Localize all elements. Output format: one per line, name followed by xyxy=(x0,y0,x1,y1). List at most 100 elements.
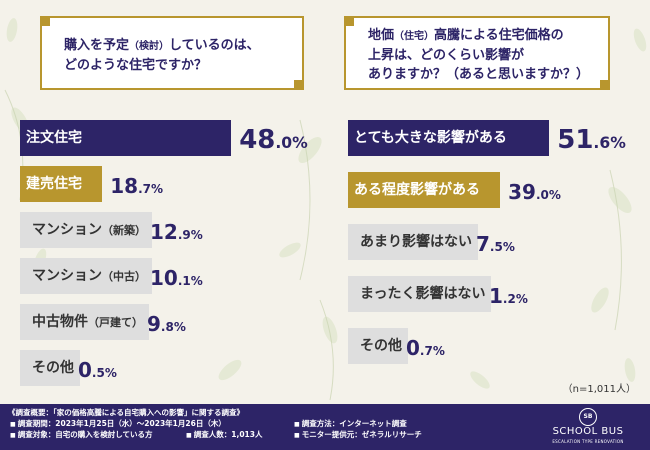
data-label: 39.0% xyxy=(508,172,561,208)
data-label-dec: .9% xyxy=(177,228,203,242)
data-label-dec: .2% xyxy=(502,292,528,306)
bar-row: 注文住宅 48.0% xyxy=(20,120,320,156)
data-label-int: 51 xyxy=(557,125,594,155)
bar-row: 中古物件（戸建て） 9.8% xyxy=(20,304,320,340)
logo-mark: SB xyxy=(579,408,597,426)
question-left-line2: どのような住宅ですか？ xyxy=(64,58,208,73)
data-label-int: 0 xyxy=(78,358,92,382)
corner-ornament xyxy=(600,80,610,90)
bar-label: 中古物件（戸建て） xyxy=(32,304,143,340)
bar xyxy=(348,224,478,260)
bar-label-text: 中古物件 xyxy=(32,314,88,330)
question-right-line2: 上昇は、どのくらい影響が xyxy=(368,48,525,63)
data-label-int: 18 xyxy=(110,174,139,198)
bar-label: 建売住宅 xyxy=(26,166,82,202)
data-label-int: 48 xyxy=(239,125,276,155)
survey-target: 調査対象：自宅の購入を検討している方 xyxy=(10,430,153,441)
survey-title: 《調査概要：「家の価格高騰による自宅購入への影響」に関する調査》 xyxy=(8,408,245,417)
bar-label-text: マンション xyxy=(32,222,102,238)
bar xyxy=(20,212,152,248)
survey-provider: モニター提供元：ゼネラルリサーチ xyxy=(294,430,422,441)
question-box-left: 購入を予定（検討）しているのは、 どのような住宅ですか？ xyxy=(40,16,304,90)
bar xyxy=(348,276,491,312)
bar-label: 注文住宅 xyxy=(26,120,82,156)
data-label: 9.8% xyxy=(147,304,186,340)
survey-footer: 《調査概要：「家の価格高騰による自宅購入への影響」に関する調査》 調査期間：20… xyxy=(0,404,650,450)
data-label: 18.7% xyxy=(110,166,163,202)
bar-row: その他 0.5% xyxy=(20,350,320,386)
data-label: 7.5% xyxy=(476,224,515,260)
bar-label-text: その他 xyxy=(360,338,402,354)
bar-row: あまり影響はない 7.5% xyxy=(348,224,648,260)
bar-label-paren: （新築） xyxy=(102,224,146,237)
data-label-dec: .8% xyxy=(160,320,186,334)
data-label: 0.7% xyxy=(406,328,445,364)
data-label-int: 1 xyxy=(489,284,503,308)
bar-row: まったく影響はない 1.2% xyxy=(348,276,648,312)
data-label: 12.9% xyxy=(150,212,203,248)
school-bus-logo: SB SCHOOL BUS ESCALATION TYPE RENOVATION xyxy=(540,408,636,447)
bar-row: その他 0.7% xyxy=(348,328,648,364)
corner-ornament xyxy=(294,80,304,90)
data-label: 51.6% xyxy=(557,120,626,156)
bar-label-text: マンション xyxy=(32,268,102,284)
data-label-dec: .1% xyxy=(177,274,203,288)
data-label-dec: .0% xyxy=(535,188,561,202)
bar xyxy=(20,120,232,156)
data-label-dec: .6% xyxy=(593,134,626,152)
data-label-int: 0 xyxy=(406,336,420,360)
bar xyxy=(20,258,152,294)
bar-label-text: ある程度影響がある xyxy=(354,182,480,198)
data-label: 48.0% xyxy=(239,120,308,156)
question-left-line1: 購入を予定（検討）しているのは、 xyxy=(64,38,260,53)
bar-label-paren: （中古） xyxy=(102,270,146,283)
survey-method: 調査方法：インターネット調査 xyxy=(294,419,407,430)
bar xyxy=(20,350,80,386)
bar-label-text: まったく影響はない xyxy=(360,286,486,302)
data-label-int: 39 xyxy=(508,180,536,204)
bar-label-text: 建売住宅 xyxy=(26,176,82,192)
question-right-line1: 地価（住宅）高騰による住宅価格の xyxy=(368,28,564,43)
bar-label: マンション（中古） xyxy=(32,258,146,294)
data-label-dec: .5% xyxy=(91,366,117,380)
bar-row: マンション（新築） 12.9% xyxy=(20,212,320,248)
bar xyxy=(20,166,103,202)
bar-label: あまり影響はない xyxy=(360,224,472,260)
bar xyxy=(348,172,501,208)
bar-row: 建売住宅 18.7% xyxy=(20,166,320,202)
bar-row: とても大きな影響がある 51.6% xyxy=(348,120,648,156)
bar xyxy=(20,304,149,340)
question-box-right: 地価（住宅）高騰による住宅価格の 上昇は、どのくらい影響が ありますか？（あると… xyxy=(344,16,610,90)
bar-label-text: あまり影響はない xyxy=(360,234,472,250)
bar xyxy=(348,328,408,364)
bar-label: その他 xyxy=(32,350,74,386)
logo-subtitle: ESCALATION TYPE RENOVATION xyxy=(552,439,624,444)
data-label-int: 7 xyxy=(476,232,490,256)
bar-label-text: その他 xyxy=(32,360,74,376)
bar-label-text: 注文住宅 xyxy=(26,130,82,146)
survey-period: 調査期間：2023年1月25日（水）〜2023年1月26日（木） xyxy=(10,419,226,430)
question-right-line3: ありますか？（あると思いますか？） xyxy=(368,67,590,82)
bar-label-paren: （戸建て） xyxy=(88,316,143,329)
data-label-dec: .5% xyxy=(489,240,515,254)
data-label-dec: .7% xyxy=(138,182,164,196)
bar-label-text: とても大きな影響がある xyxy=(354,130,507,146)
data-label: 1.2% xyxy=(489,276,528,312)
data-label: 0.5% xyxy=(78,350,117,386)
bar-label: まったく影響はない xyxy=(360,276,485,312)
bar-row: ある程度影響がある 39.0% xyxy=(348,172,648,208)
bar-label: マンション（新築） xyxy=(32,212,146,248)
bar xyxy=(348,120,550,156)
data-label-int: 10 xyxy=(150,266,178,290)
bar-label: ある程度影響がある xyxy=(354,172,480,208)
data-label-int: 12 xyxy=(150,220,178,244)
data-label: 10.1% xyxy=(150,258,203,294)
sample-size-note: （n=1,011人） xyxy=(562,384,636,395)
bar-label: とても大きな影響がある xyxy=(354,120,507,156)
bar-row: マンション（中古） 10.1% xyxy=(20,258,320,294)
logo-name: SCHOOL BUS xyxy=(552,426,624,437)
data-label-dec: .7% xyxy=(419,344,445,358)
corner-ornament xyxy=(344,16,354,26)
data-label-dec: .0% xyxy=(275,134,308,152)
corner-ornament xyxy=(40,16,50,26)
